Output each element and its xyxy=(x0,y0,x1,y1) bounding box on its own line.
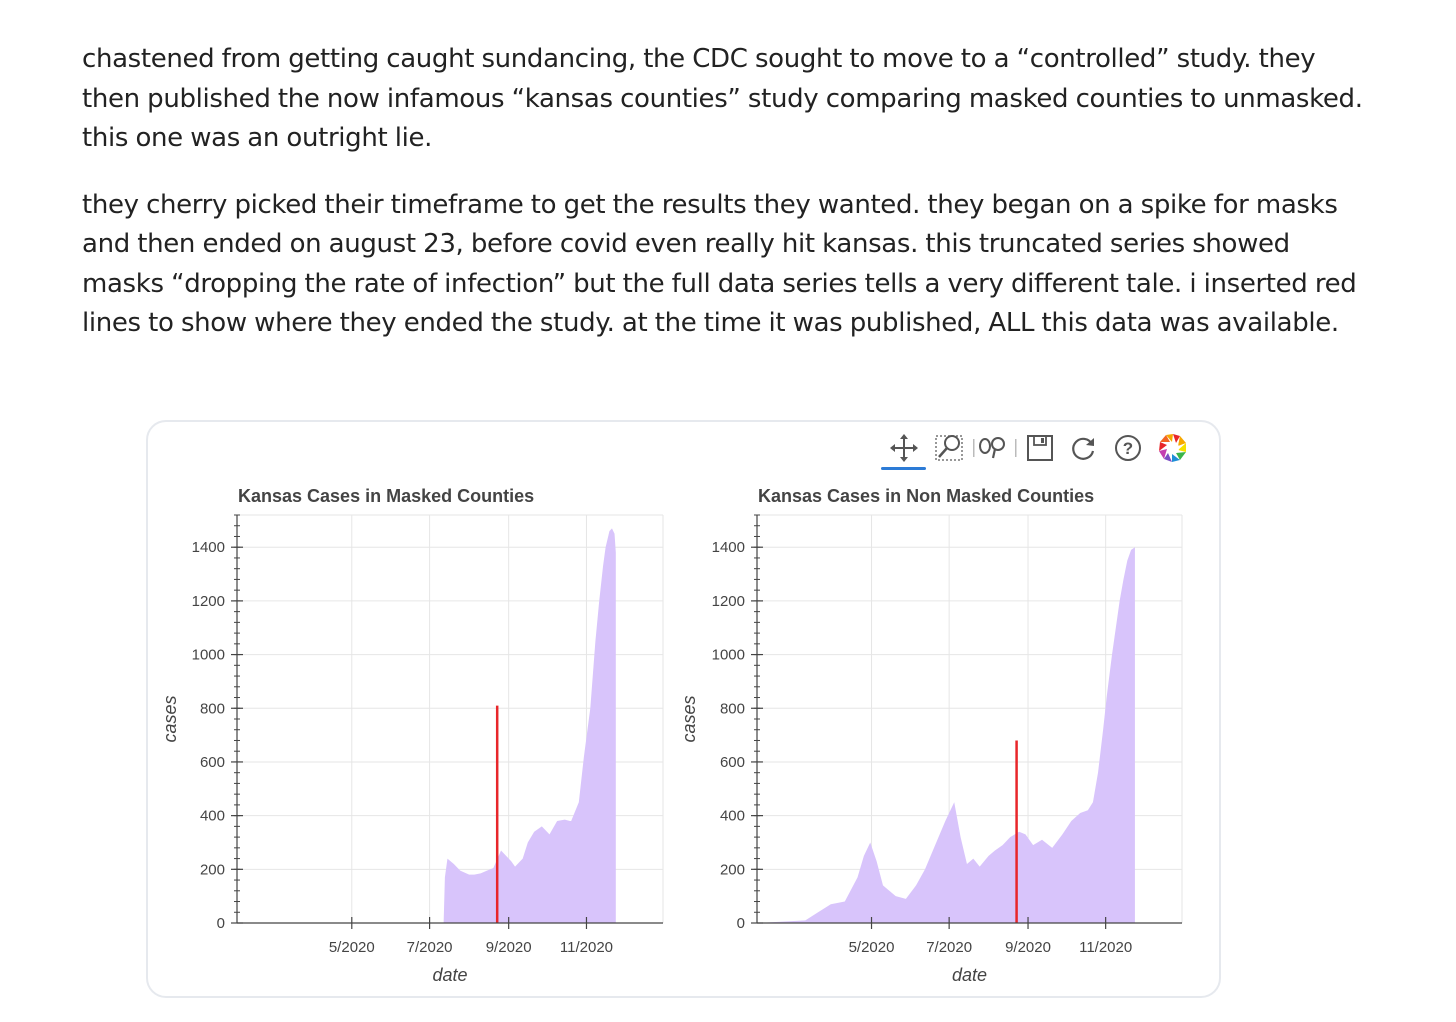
y-tick-label: 1400 xyxy=(712,539,745,556)
y-tick-label: 400 xyxy=(200,808,225,825)
chart-toolbar: ? xyxy=(880,428,1190,472)
y-tick-label: 1000 xyxy=(712,647,745,664)
x-tick-label: 7/2020 xyxy=(407,939,453,956)
paragraph-1: chastened from getting caught sundancing… xyxy=(82,44,1363,153)
y-tick-label: 800 xyxy=(720,700,745,717)
x-axis-label: date xyxy=(952,965,987,985)
y-tick-label: 0 xyxy=(217,915,225,932)
x-tick-label: 5/2020 xyxy=(329,939,375,956)
save-icon[interactable] xyxy=(1024,428,1056,468)
article-text: chastened from getting caught sundancing… xyxy=(82,40,1372,371)
x-tick-label: 11/2020 xyxy=(1079,939,1132,956)
y-axis-label: cases xyxy=(679,695,699,742)
y-tick-label: 1000 xyxy=(192,647,225,664)
reset-icon[interactable] xyxy=(1068,428,1100,468)
y-tick-label: 200 xyxy=(200,861,225,878)
chart-title: Kansas Cases in Masked Counties xyxy=(238,486,534,506)
x-tick-label: 9/2020 xyxy=(486,939,532,956)
x-tick-label: 11/2020 xyxy=(560,939,613,956)
paragraph-2: they cherry picked their timeframe to ge… xyxy=(82,189,1357,339)
toolbar-divider xyxy=(970,428,978,468)
cases-area xyxy=(757,547,1135,923)
y-tick-label: 1200 xyxy=(712,593,745,610)
x-tick-label: 5/2020 xyxy=(849,939,895,956)
wheel-zoom-icon[interactable] xyxy=(978,428,1008,468)
help-icon[interactable]: ? xyxy=(1112,428,1144,468)
y-tick-label: 800 xyxy=(200,700,225,717)
toolbar-divider xyxy=(1012,428,1020,468)
x-tick-label: 9/2020 xyxy=(1005,939,1051,956)
y-tick-label: 0 xyxy=(737,915,745,932)
y-axis-label: cases xyxy=(160,695,180,742)
y-tick-label: 600 xyxy=(720,754,745,771)
active-tool-indicator xyxy=(881,467,926,470)
y-tick-label: 1400 xyxy=(192,539,225,556)
box-zoom-icon[interactable] xyxy=(932,428,968,468)
y-tick-label: 1200 xyxy=(192,593,225,610)
y-tick-label: 400 xyxy=(720,808,745,825)
x-axis-label: date xyxy=(432,965,467,985)
bokeh-logo-icon[interactable] xyxy=(1156,428,1190,468)
y-tick-label: 600 xyxy=(200,754,225,771)
pan-icon[interactable] xyxy=(884,428,924,468)
svg-text:?: ? xyxy=(1123,439,1133,458)
y-tick-label: 200 xyxy=(720,861,745,878)
chart-title: Kansas Cases in Non Masked Counties xyxy=(758,486,1094,506)
x-tick-label: 7/2020 xyxy=(926,939,972,956)
cases-area xyxy=(237,528,616,923)
